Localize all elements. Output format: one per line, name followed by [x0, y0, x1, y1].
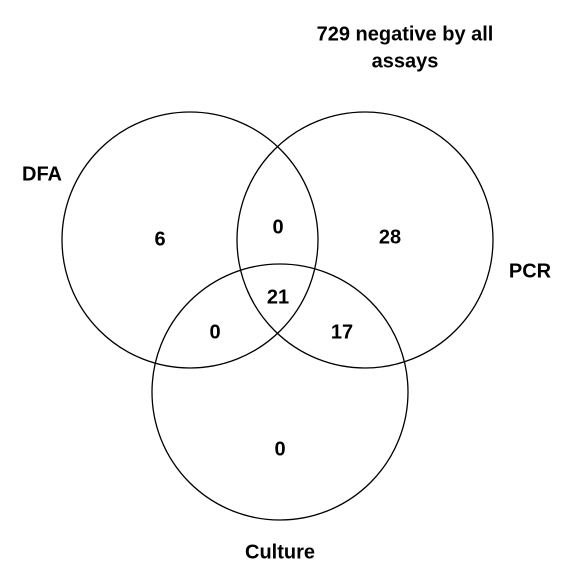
set-label: PCR — [509, 260, 552, 282]
title-line: 729 negative by all — [317, 23, 494, 45]
set-label: Culture — [245, 541, 315, 563]
set-circle — [236, 111, 494, 369]
set-circle — [61, 111, 319, 369]
region-count: 0 — [274, 438, 285, 460]
set-circle — [151, 263, 409, 521]
region-count: 0 — [272, 216, 283, 238]
set-label: DFA — [22, 163, 62, 185]
region-count: 28 — [379, 226, 401, 248]
region-count: 0 — [209, 321, 220, 343]
title-line: assays — [372, 50, 439, 72]
region-count: 17 — [331, 321, 353, 343]
region-count: 21 — [267, 286, 289, 308]
region-count: 6 — [154, 228, 165, 250]
